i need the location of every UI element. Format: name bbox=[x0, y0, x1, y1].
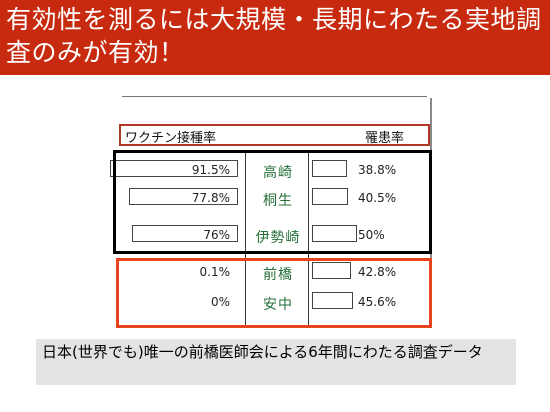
morbidity-rate-header: 罹患率 bbox=[364, 131, 404, 146]
vaccination-value: 0% bbox=[210, 295, 230, 309]
column-divider bbox=[245, 150, 246, 328]
scanned-table bbox=[112, 92, 442, 332]
title-banner: 有効性を測るには大規模・長期にわたる実地調査のみが有効！ bbox=[0, 0, 550, 75]
morbidity-value: 42.8% bbox=[358, 265, 397, 279]
vaccination-value: 77.8% bbox=[191, 191, 230, 205]
city-name: 安中 bbox=[263, 297, 293, 313]
morbidity-value: 45.6% bbox=[358, 295, 397, 309]
morbidity-bar bbox=[312, 262, 351, 279]
vaccination-bar bbox=[110, 160, 238, 177]
morbidity-bar bbox=[312, 188, 348, 205]
vaccination-rate-header: ワクチン接種率 bbox=[125, 131, 217, 146]
table-row: 91.5% 高崎 38.8% bbox=[0, 160, 550, 184]
city-name: 伊勢崎 bbox=[255, 230, 301, 246]
vaccination-value: 76% bbox=[203, 228, 230, 242]
vaccination-value: 0.1% bbox=[199, 265, 231, 279]
table-row: 77.8% 桐生 40.5% bbox=[0, 188, 550, 212]
column-divider bbox=[308, 150, 309, 328]
city-name: 桐生 bbox=[263, 193, 293, 209]
vaccination-bar bbox=[129, 188, 238, 205]
morbidity-value: 40.5% bbox=[358, 191, 397, 205]
table-row: 76% 伊勢崎 50% bbox=[0, 225, 550, 249]
caption-text: 日本(世界でも)唯一の前橋医師会による6年間にわたる調査データ bbox=[42, 343, 483, 361]
scan-artifact-line bbox=[122, 96, 427, 97]
table-header: ワクチン接種率 罹患率 bbox=[119, 124, 430, 146]
high-vaccination-group-box bbox=[113, 150, 432, 254]
caption-box: 日本(世界でも)唯一の前橋医師会による6年間にわたる調査データ bbox=[36, 339, 516, 385]
morbidity-value: 38.8% bbox=[358, 163, 397, 177]
table-row: 0% 安中 45.6% bbox=[0, 292, 550, 316]
table-row: 0.1% 前橋 42.8% bbox=[0, 262, 550, 286]
city-name: 高崎 bbox=[263, 165, 293, 181]
city-name: 前橋 bbox=[263, 267, 293, 283]
slide-title: 有効性を測るには大規模・長期にわたる実地調査のみが有効！ bbox=[6, 5, 542, 67]
morbidity-value: 50% bbox=[358, 228, 385, 242]
vaccination-value: 91.5% bbox=[191, 163, 230, 177]
morbidity-bar bbox=[312, 225, 357, 242]
morbidity-bar bbox=[312, 160, 347, 177]
vaccination-bar bbox=[132, 225, 238, 242]
morbidity-bar bbox=[312, 292, 353, 309]
low-vaccination-group-box bbox=[116, 258, 432, 328]
